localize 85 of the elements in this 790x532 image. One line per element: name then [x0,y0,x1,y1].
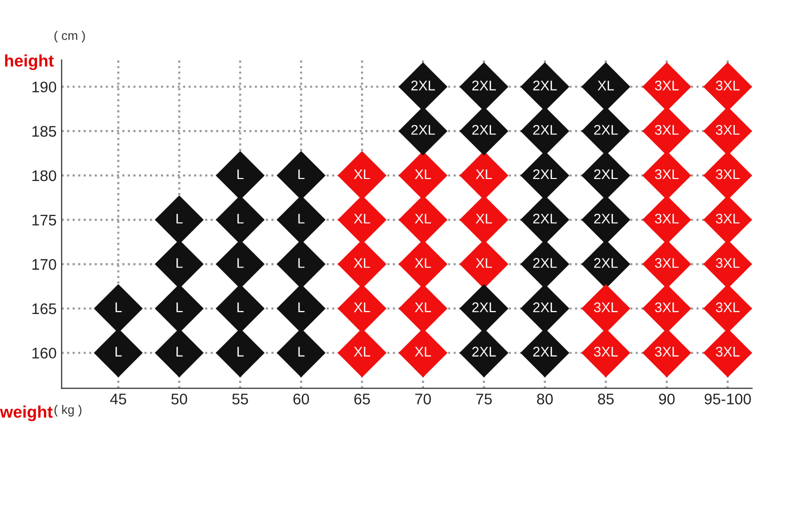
text: ( cm ) [54,30,85,42]
y-tick-label: 170 [32,259,56,270]
series-label: XL [354,258,370,268]
text: L [298,169,305,180]
y-tick-label: 175 [32,214,56,226]
x-tick-label: 60 [293,394,310,404]
text: XL [354,214,370,224]
x-tick-label: 75 [476,394,492,404]
text: 2XL [411,80,435,90]
text: L [237,214,244,224]
text: L [298,258,305,268]
text: 2XL [533,169,557,180]
text: 2XL [472,80,496,90]
y-tick-label: 190 [32,82,56,92]
text: XL [414,169,432,180]
x-tick-label: 95-100 [704,394,751,404]
text: 3XL [716,214,740,224]
text: L [116,346,122,356]
text: 2XL [533,124,557,135]
x-axis-title: weight [0,406,53,422]
y-axis-title: height [5,54,54,70]
text: 2XL [533,214,557,224]
text: 2XL [533,80,557,90]
text: XL [414,346,432,356]
text: L [298,302,305,312]
text: XL [354,346,370,356]
text: XL [354,169,370,180]
text: L [176,214,183,224]
text: 3XL [716,258,740,268]
text: 3XL [716,169,740,180]
x-tick-label: 55 [232,394,248,404]
text: L [176,346,183,356]
y-tick-label: 165 [32,303,56,314]
text: 2XL [594,258,618,268]
text: 3XL [716,346,740,357]
text: XL [476,258,492,268]
text: L [237,169,244,180]
text: 3XL [716,124,740,135]
text: L [298,346,305,356]
x-tick-label: 50 [171,394,188,404]
text: 2XL [594,169,618,180]
text: L [237,258,244,268]
text: ( kg ) [54,404,82,416]
text: 3XL [654,80,679,90]
text: 3XL [654,124,679,135]
text: XL [414,258,432,268]
text: 3XL [654,169,679,180]
text: XL [354,302,370,312]
text: 3XL [654,258,679,268]
text: 2XL [594,124,618,135]
x-tick-label: 70 [415,394,431,404]
x-tick-label: 90 [658,394,675,404]
text: L [298,214,305,224]
text: 2XL [533,258,557,268]
text: 3XL [594,302,618,312]
series-label: 3XL [594,346,618,357]
text: 2XL [533,346,557,356]
text: 3XL [654,302,679,312]
x-tick-label: 80 [537,394,553,404]
text: XL [476,214,492,224]
text: L [237,302,244,312]
series-label: XL [598,80,614,90]
text: 3XL [716,80,740,90]
y-tick-label: 160 [32,348,56,359]
text: XL [414,214,432,224]
text: XL [414,302,432,312]
text: 2XL [472,124,496,135]
x-tick-label: 65 [354,394,370,404]
series-label: 2XL [594,214,618,224]
x-tick-label: 45 [110,394,126,404]
y-tick-label: 180 [32,170,56,182]
text: L [176,302,183,312]
text: XL [476,169,492,180]
text: L [116,302,122,312]
x-tick-label: 85 [598,394,614,404]
text: 3XL [654,214,679,224]
y-tick-label: 185 [32,126,56,137]
text: 2XL [472,302,496,312]
text: 2XL [411,124,435,135]
text: 2XL [472,346,496,356]
text: 2XL [533,302,557,312]
series-label: L [176,258,183,268]
text: 3XL [716,302,740,312]
text: L [237,346,244,356]
text: 3XL [654,346,679,357]
